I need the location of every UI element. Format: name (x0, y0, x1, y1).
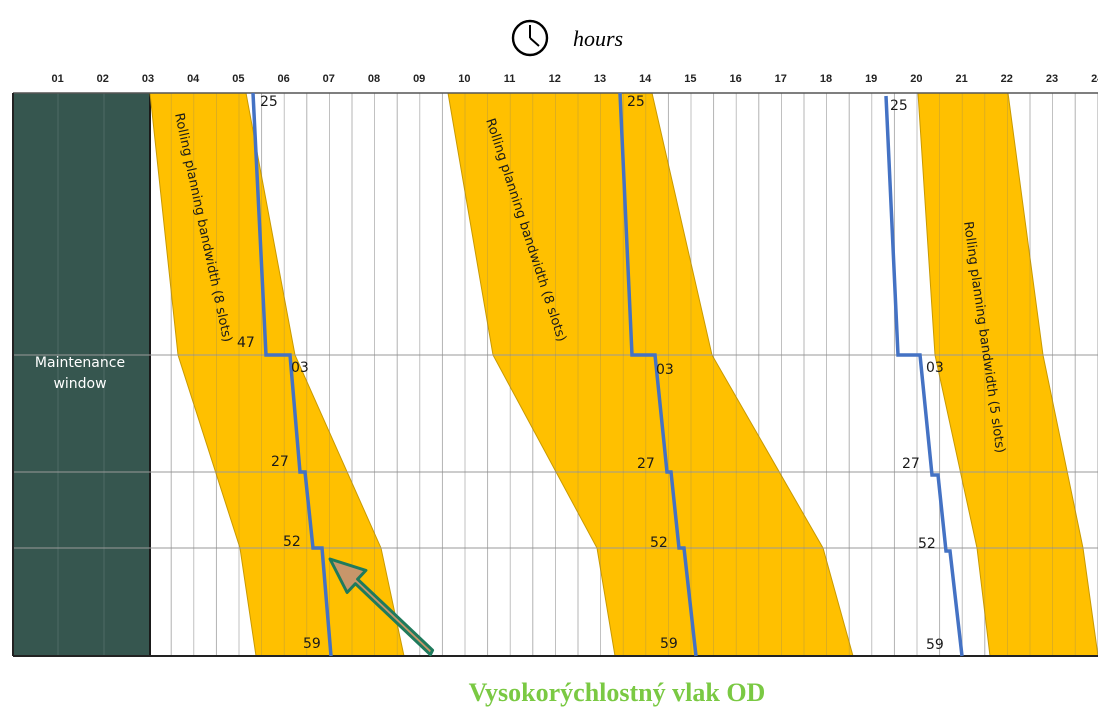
hour-tick-20: 20 (910, 73, 922, 85)
train-path-1 (251, 92, 333, 657)
train-1-minute-03: 03 (291, 360, 309, 376)
train-1-minute-47: 47 (237, 335, 255, 351)
band-3 (917, 92, 1098, 657)
hour-tick-19: 19 (865, 73, 877, 85)
hour-tick-09: 09 (413, 73, 425, 85)
maintenance-window (13, 93, 150, 656)
hour-tick-07: 07 (323, 73, 335, 85)
hour-tick-16: 16 (729, 73, 741, 85)
hour-tick-13: 13 (594, 73, 606, 85)
train-2-minute-27: 27 (637, 456, 655, 472)
train-1-minute-59: 59 (303, 636, 321, 652)
hour-tick-06: 06 (277, 73, 289, 85)
pointer-arrow (328, 557, 435, 657)
hour-tick-08: 08 (368, 73, 380, 85)
hour-tick-18: 18 (820, 73, 832, 85)
maintenance-label-line1: Maintenance (35, 355, 125, 371)
hours-title: hours (573, 26, 623, 51)
train-1-minute-27: 27 (271, 454, 289, 470)
train-3-minute-27: 27 (902, 456, 920, 472)
hour-tick-15: 15 (684, 73, 696, 85)
train-2-minute-59: 59 (660, 636, 678, 652)
hour-tick-02: 02 (97, 73, 109, 85)
maintenance-grid (57, 93, 151, 656)
hour-tick-04: 04 (187, 73, 200, 85)
hour-tick-17: 17 (775, 73, 787, 85)
train-3-minute-03: 03 (926, 360, 944, 376)
hour-tick-22: 22 (1001, 73, 1013, 85)
train-3-minute-59: 59 (926, 637, 944, 653)
train-2-minute-25: 25 (627, 94, 645, 110)
train-1-minute-52: 52 (283, 534, 301, 550)
hour-tick-05: 05 (232, 73, 244, 85)
hour-axis: 01 02 03 04 05 06 07 08 09 10 11 12 13 14 15 16 17 18 19 20… (51, 73, 1098, 85)
train-3-minute-25: 25 (890, 98, 908, 114)
hour-tick-24: 24 (1091, 73, 1098, 85)
hour-tick-11: 11 (504, 73, 516, 85)
train-1-minute-25: 25 (260, 94, 278, 110)
train-path-2 (618, 92, 698, 657)
hour-tick-10: 10 (458, 73, 470, 85)
hour-tick-23: 23 (1046, 73, 1058, 85)
hour-tick-12: 12 (549, 73, 561, 85)
hour-tick-01: 01 (51, 73, 63, 85)
maintenance-label-line2: window (53, 376, 106, 392)
caption: Vysokorýchlostný vlak OD (469, 678, 766, 707)
hour-tick-03: 03 (142, 73, 154, 85)
clock-icon (511, 19, 549, 57)
grid-overlay (12, 92, 1098, 657)
train-2-minute-03: 03 (656, 362, 674, 378)
train-path-3 (884, 95, 964, 657)
hour-tick-21: 21 (955, 73, 967, 85)
hour-tick-14: 14 (639, 73, 652, 85)
train-3-minute-52: 52 (918, 536, 936, 552)
train-2-minute-52: 52 (650, 535, 668, 551)
